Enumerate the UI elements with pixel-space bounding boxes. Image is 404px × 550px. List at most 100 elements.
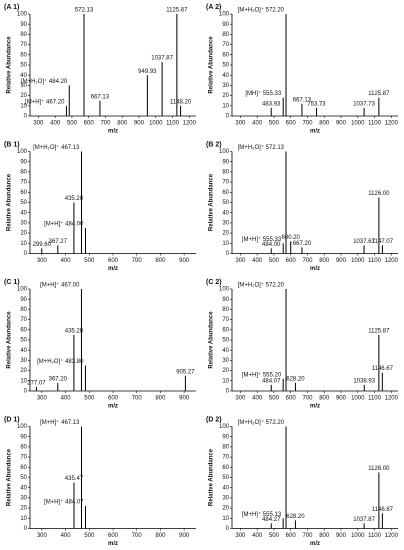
x-tick-label: 400 (252, 121, 263, 127)
y-tick-label: 80 (20, 32, 27, 38)
panel: (C 1) 0 10 20 30 40 50 60 70 80 90 100 300 400 500 600 7… (4, 279, 196, 410)
y-tick-label: 100 (17, 12, 28, 18)
peak-label: 667.20 (293, 241, 312, 247)
peak-label: 1038.93 (353, 378, 375, 384)
x-tick-label: 800 (155, 258, 166, 264)
peak-label: [M+H₂O]⁺ 484.20 (21, 78, 68, 85)
y-tick-label: 20 (20, 93, 27, 99)
y-tick-label: 30 (20, 83, 27, 89)
y-tick-label: 20 (20, 368, 27, 374)
x-tick-label: 1100 (368, 533, 382, 539)
x-tick-label: 300 (37, 533, 48, 539)
x-tick-label: 600 (84, 121, 95, 127)
peak-label: 1037.67 (353, 239, 375, 245)
y-tick-label: 80 (20, 169, 27, 175)
peak-label: [M+H₂O]⁺ 467.13 (33, 144, 80, 151)
peak-label: 949.93 (138, 69, 157, 75)
y-tick-label: 0 (24, 251, 28, 257)
peak-label: 367.27 (49, 239, 68, 245)
y-axis-label: Relative Abundance (7, 36, 13, 94)
y-axis-label: Relative Abundance (7, 311, 13, 369)
x-tick-label: 900 (336, 121, 347, 127)
y-tick-label: 30 (20, 495, 27, 501)
y-tick-label: 50 (20, 338, 27, 344)
y-tick-label: 40 (20, 348, 27, 354)
y-tick-label: 90 (20, 434, 27, 440)
y-tick-label: 30 (222, 495, 229, 501)
x-tick-label: 800 (155, 533, 166, 539)
y-tick-label: 80 (20, 307, 27, 313)
panel-title: (A 2) (206, 4, 221, 11)
y-tick-label: 20 (222, 231, 229, 237)
y-tick-label: 70 (20, 180, 27, 186)
x-tick-label: 500 (84, 396, 95, 402)
x-tick-label: 1100 (368, 396, 382, 402)
x-tick-label: 900 (336, 533, 347, 539)
y-tick-label: 70 (222, 317, 229, 323)
x-tick-label: 700 (302, 258, 313, 264)
x-axis-label: m/z (108, 129, 118, 135)
y-tick-label: 10 (222, 103, 229, 109)
y-tick-label: 30 (222, 220, 229, 226)
peak-label: [MH]⁺ 555.33 (245, 90, 282, 97)
y-tick-label: 80 (222, 169, 229, 175)
y-tick-label: 70 (222, 180, 229, 186)
peak-label: 435.47 (65, 476, 84, 482)
y-tick-label: 40 (20, 73, 27, 79)
y-axis-label: Relative Abundance (209, 36, 215, 94)
y-tick-label: 60 (20, 327, 27, 333)
x-tick-label: 300 (235, 258, 246, 264)
x-tick-label: 500 (269, 121, 280, 127)
x-tick-label: 600 (286, 258, 297, 264)
x-tick-label: 800 (319, 396, 330, 402)
x-tick-label: 600 (108, 396, 119, 402)
peak-label: 600.20 (282, 235, 301, 241)
y-tick-label: 10 (222, 241, 229, 247)
peak-label: [M+H]⁺ 555.13 (242, 511, 282, 518)
x-tick-label: 900 (179, 533, 190, 539)
y-tick-label: 20 (222, 368, 229, 374)
y-tick-label: 70 (20, 317, 27, 323)
y-axis-label: Relative Abundance (209, 311, 215, 369)
peak-label: [M+H₂O]⁺ 572.20 (238, 7, 285, 14)
panel-title: (C 2) (206, 279, 222, 286)
x-axis-label: m/z (108, 404, 118, 410)
x-axis-label: m/z (108, 266, 118, 272)
peak-label: 905.27 (176, 369, 195, 375)
y-tick-label: 70 (20, 455, 27, 461)
panel-title: (C 1) (4, 279, 20, 286)
y-tick-label: 100 (219, 287, 230, 293)
x-tick-label: 1200 (385, 258, 399, 264)
peak-label: 435.20 (65, 196, 84, 202)
x-axis-label: m/z (310, 541, 320, 547)
peak-label: [M+H]⁺ 555.20 (242, 371, 282, 378)
panel-title: (D 1) (4, 416, 20, 423)
peak-label: 484.27 (262, 517, 281, 523)
peak-label: 277.07 (27, 380, 46, 386)
peak-label: 1147.07 (372, 239, 394, 245)
y-tick-label: 90 (20, 297, 27, 303)
y-tick-label: 0 (226, 526, 230, 532)
x-tick-label: 400 (252, 533, 263, 539)
y-tick-label: 0 (24, 526, 28, 532)
peak-label: 1148.20 (170, 99, 192, 105)
peak-label: 299.60 (33, 242, 52, 248)
x-tick-label: 300 (235, 121, 246, 127)
x-tick-label: 900 (134, 121, 145, 127)
y-tick-label: 10 (222, 378, 229, 384)
y-tick-label: 90 (222, 434, 229, 440)
x-tick-label: 900 (179, 396, 190, 402)
peak-label: 484.00 (262, 242, 281, 248)
x-axis-label: m/z (310, 266, 320, 272)
x-tick-label: 1100 (166, 121, 180, 127)
panel: (B 1) 0 10 20 30 40 50 60 70 80 90 100 300 400 500 600 7… (4, 141, 196, 272)
peak-label: 572.13 (75, 8, 94, 14)
peak-label: [M+H]⁺ 484.00 (44, 221, 84, 228)
peak-label: [M+H₂O]⁺ 572.20 (238, 419, 285, 426)
y-tick-label: 60 (222, 465, 229, 471)
peak-label: [M+H]⁺ 555.33 (242, 236, 282, 243)
panel: (D 2) 0 10 20 30 40 50 60 70 80 90 100 300 400 500 600 7… (206, 416, 399, 547)
x-tick-label: 300 (37, 396, 48, 402)
x-tick-label: 900 (336, 396, 347, 402)
